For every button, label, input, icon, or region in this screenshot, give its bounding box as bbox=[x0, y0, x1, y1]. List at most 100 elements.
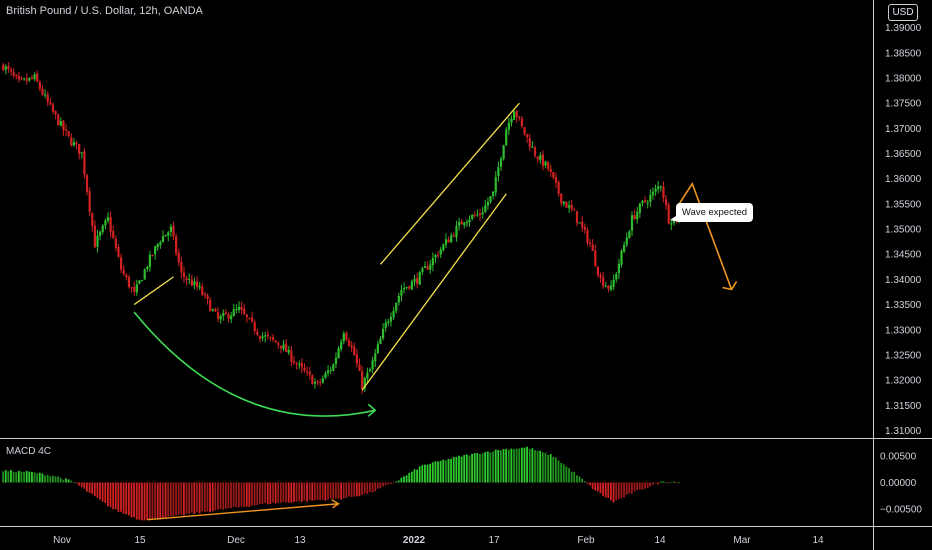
macd-bar bbox=[536, 450, 539, 483]
macd-bar bbox=[306, 482, 308, 502]
candle bbox=[133, 281, 136, 296]
macd-bar bbox=[465, 454, 468, 483]
macd-bar bbox=[57, 476, 60, 483]
candle bbox=[565, 201, 568, 208]
macd-bar bbox=[405, 475, 408, 483]
candle bbox=[59, 117, 62, 127]
candle bbox=[15, 74, 18, 80]
candle bbox=[628, 229, 631, 239]
candle bbox=[198, 281, 201, 291]
candle bbox=[253, 319, 256, 335]
candle bbox=[334, 352, 338, 368]
macd-bar bbox=[28, 471, 31, 483]
candle bbox=[72, 138, 76, 147]
macd-bar bbox=[348, 482, 350, 497]
candle bbox=[46, 91, 49, 107]
macd-bar bbox=[224, 482, 227, 509]
candle bbox=[518, 115, 521, 121]
macd-bar bbox=[539, 450, 542, 483]
macd-bar bbox=[12, 471, 15, 483]
candle bbox=[654, 184, 657, 196]
macd-bar bbox=[20, 471, 23, 483]
candle bbox=[460, 219, 463, 225]
macd-bar bbox=[659, 481, 662, 483]
candle bbox=[44, 89, 47, 99]
macd-bar bbox=[269, 482, 272, 504]
price-tick-label: 1.39000 bbox=[885, 23, 922, 34]
macd-bar bbox=[397, 480, 400, 483]
macd-bar bbox=[36, 473, 39, 483]
macd-bar bbox=[403, 476, 405, 483]
candle bbox=[30, 75, 34, 80]
macd-bar bbox=[589, 482, 591, 486]
macd-bar bbox=[83, 482, 86, 489]
candle bbox=[429, 259, 432, 274]
macd-bar bbox=[363, 482, 366, 494]
candle bbox=[455, 220, 458, 242]
candle bbox=[230, 311, 233, 324]
candle bbox=[395, 302, 398, 314]
candle bbox=[332, 363, 335, 372]
macd-bar bbox=[295, 482, 298, 502]
macd-bar bbox=[287, 482, 290, 503]
currency-button[interactable]: USD bbox=[888, 4, 918, 21]
candle bbox=[492, 191, 495, 200]
candle bbox=[112, 225, 115, 240]
candle bbox=[513, 109, 516, 121]
macd-bar bbox=[107, 482, 109, 507]
candle bbox=[337, 345, 340, 359]
macd-bar bbox=[604, 482, 607, 498]
candle bbox=[28, 77, 31, 83]
macd-bar bbox=[369, 482, 371, 493]
candle bbox=[167, 230, 170, 242]
macd-bar bbox=[180, 482, 183, 515]
macd-bar bbox=[185, 482, 188, 514]
candle bbox=[117, 244, 120, 258]
macd-bar bbox=[586, 482, 589, 484]
macd-bar bbox=[54, 476, 57, 483]
candle bbox=[596, 266, 600, 278]
macd-bar bbox=[282, 482, 285, 503]
macd-bar bbox=[264, 482, 266, 503]
macd-bar bbox=[164, 482, 167, 519]
macd-bar bbox=[416, 469, 418, 483]
macd-bar bbox=[17, 470, 20, 483]
candles bbox=[2, 62, 681, 395]
candle bbox=[319, 378, 322, 387]
candle bbox=[188, 273, 191, 285]
candle bbox=[127, 274, 131, 289]
indicator-label: MACD 4C bbox=[6, 446, 52, 457]
candle bbox=[405, 286, 408, 290]
candle bbox=[227, 312, 230, 323]
macd-tick-label: −0.00500 bbox=[880, 505, 922, 516]
macd-bar bbox=[175, 482, 177, 516]
candle bbox=[70, 133, 73, 147]
macd-trend-line bbox=[147, 503, 339, 521]
price-tick-label: 1.37500 bbox=[885, 99, 922, 110]
candle bbox=[277, 341, 280, 349]
macd-bar bbox=[549, 454, 552, 483]
macd-bar bbox=[523, 447, 526, 483]
candle bbox=[536, 155, 539, 163]
macd-bar bbox=[329, 482, 332, 499]
candle bbox=[387, 318, 390, 326]
candle bbox=[531, 141, 534, 148]
macd-bar bbox=[238, 482, 240, 508]
macd-bar bbox=[468, 455, 471, 483]
macd-bar bbox=[203, 482, 206, 513]
candle bbox=[664, 194, 668, 210]
macd-bar bbox=[198, 482, 201, 514]
candle bbox=[290, 345, 293, 367]
candle bbox=[251, 311, 254, 324]
macd-bar bbox=[196, 482, 198, 513]
macd-bar bbox=[531, 448, 534, 483]
macd-bar bbox=[583, 481, 586, 483]
candle bbox=[36, 70, 39, 83]
time-tick-label: Nov bbox=[53, 535, 71, 546]
macd-bar bbox=[528, 448, 531, 483]
macd-bar bbox=[209, 482, 211, 513]
candle bbox=[122, 265, 125, 277]
macd-bar bbox=[568, 468, 570, 483]
macd-bar bbox=[557, 460, 560, 483]
